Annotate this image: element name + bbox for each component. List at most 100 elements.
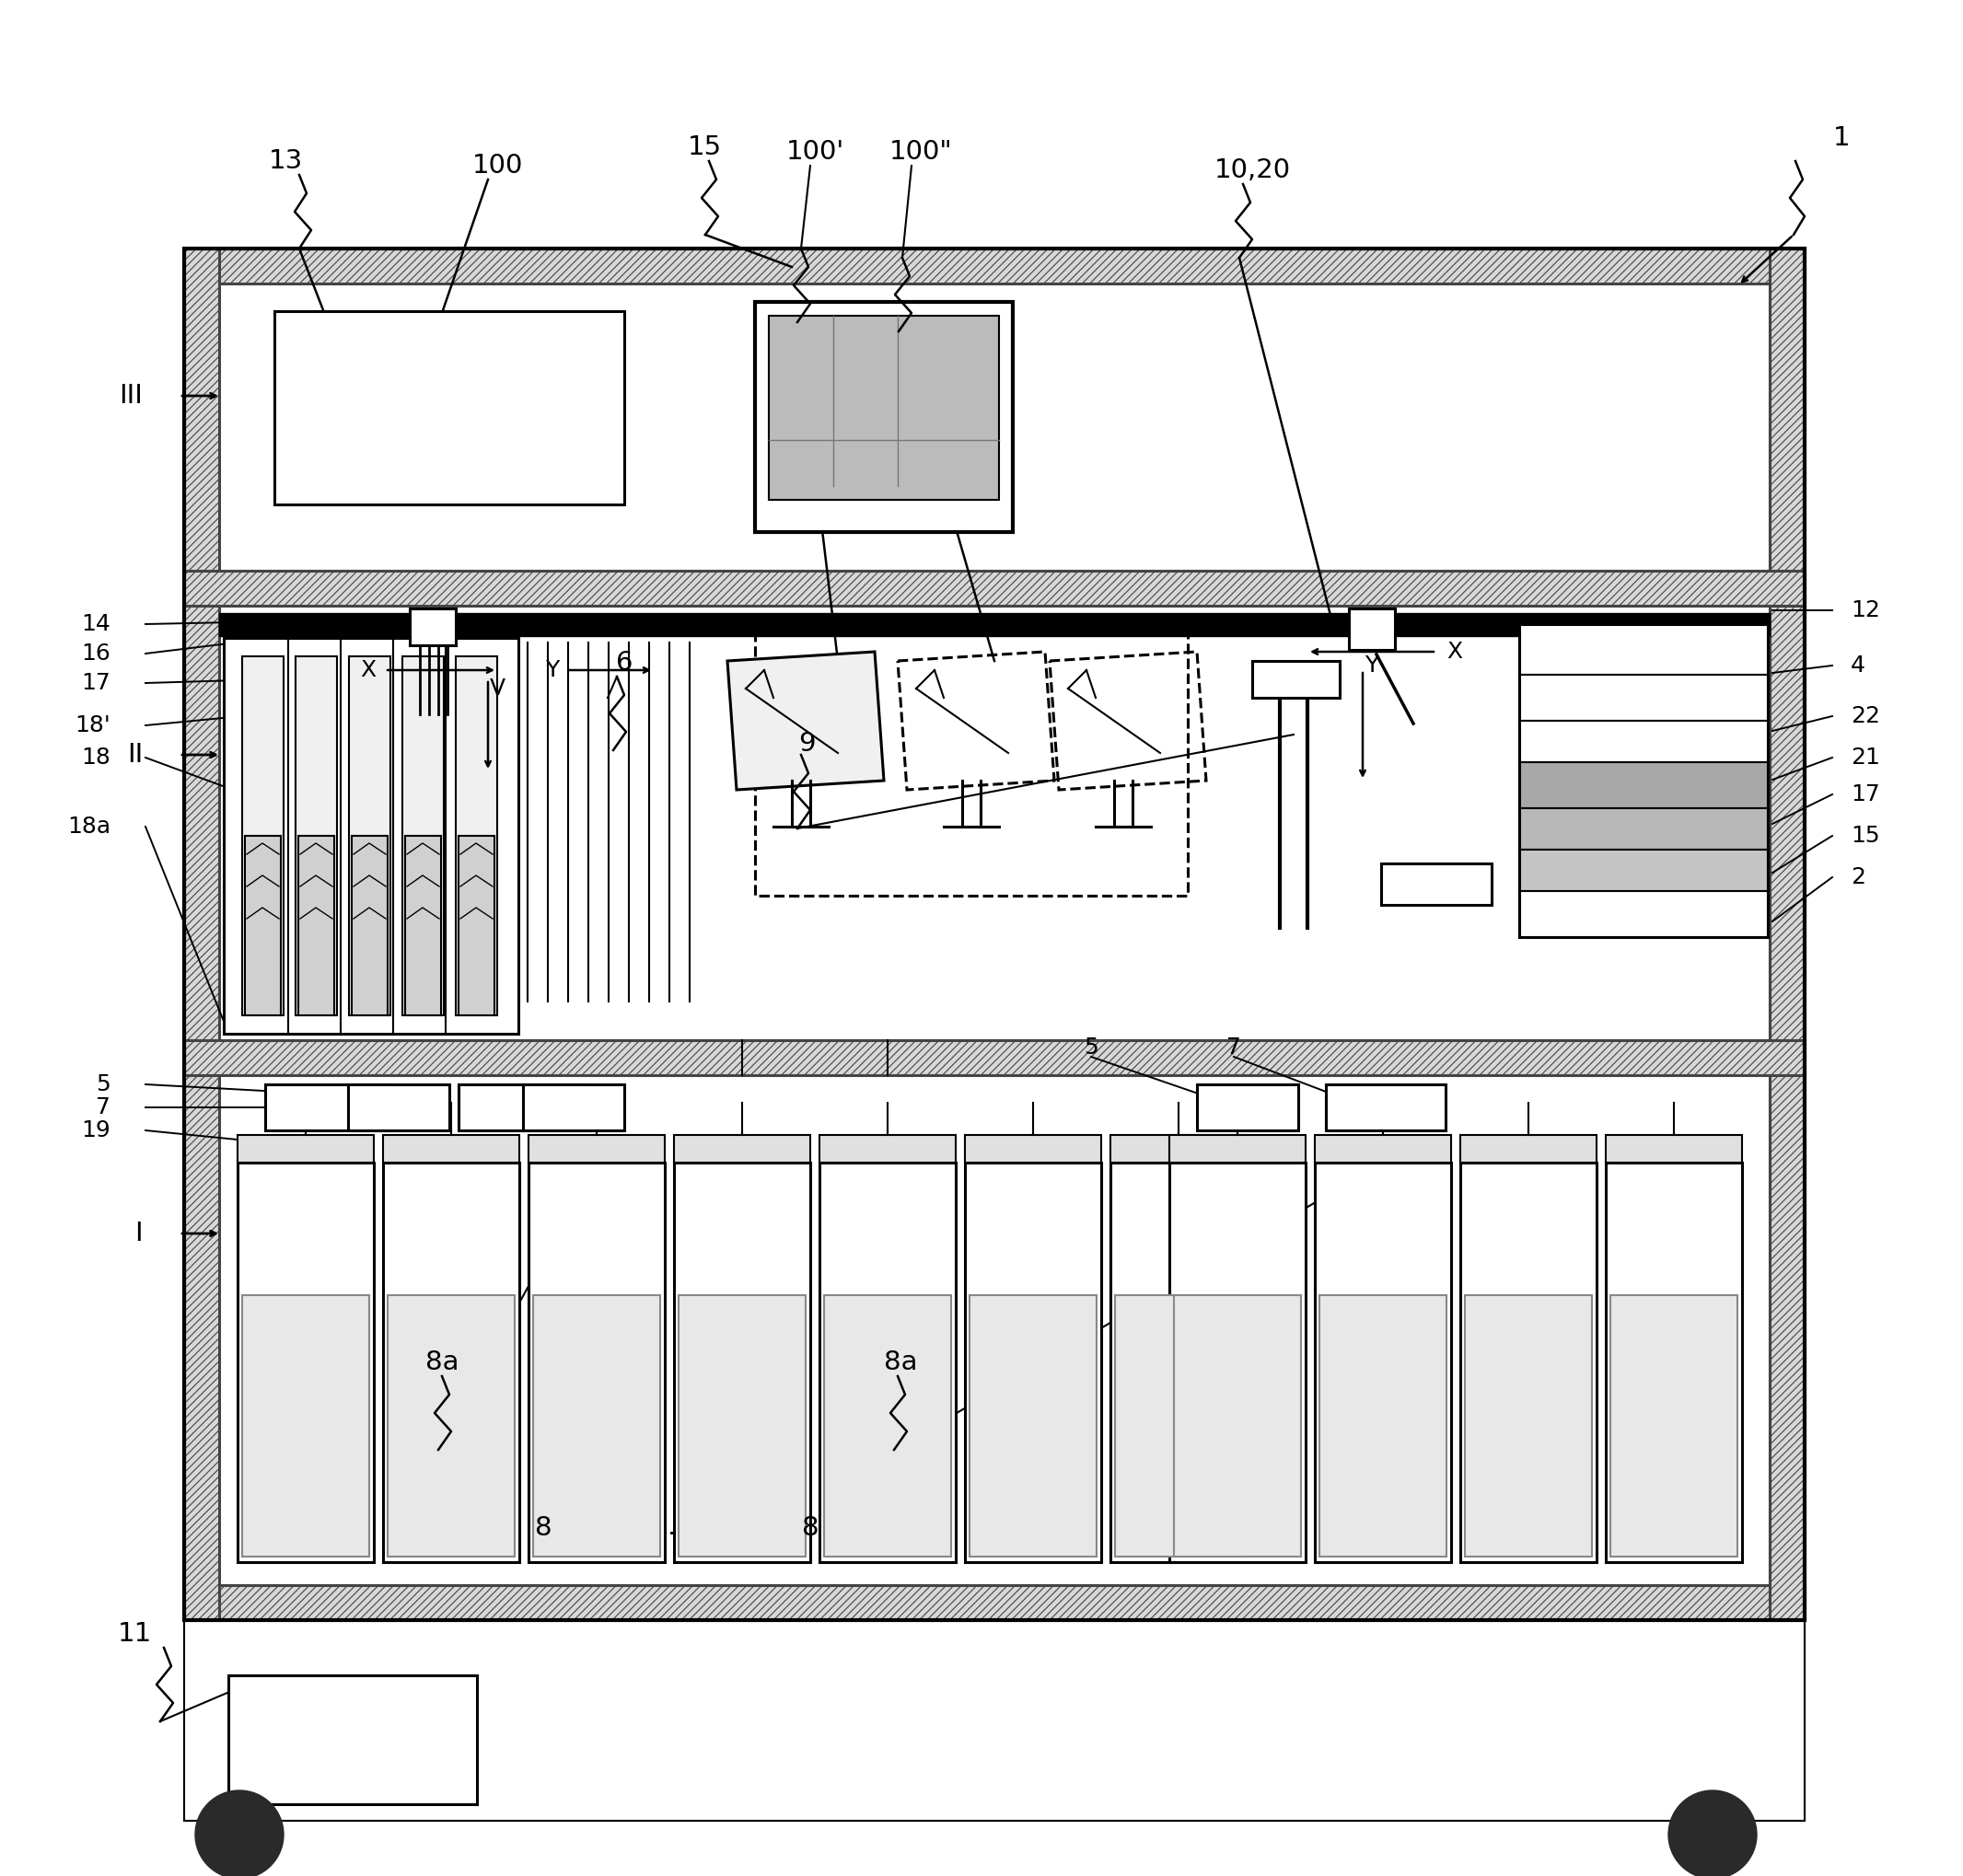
Bar (1519, 891, 1769, 938)
Bar (966, 1135, 1101, 1163)
Bar (824, 1294, 952, 1557)
Bar (756, 302, 1013, 533)
Text: 18: 18 (80, 747, 110, 769)
Bar (349, 657, 391, 1015)
Text: I: I (135, 1221, 143, 1246)
Bar (383, 1135, 520, 1163)
Bar (1170, 1163, 1305, 1563)
Text: 100': 100' (785, 139, 844, 165)
Text: V: V (489, 677, 504, 700)
Bar (1519, 625, 1769, 675)
Bar (347, 1084, 450, 1131)
Bar (1111, 1135, 1247, 1163)
Text: X: X (1447, 642, 1462, 662)
Bar (1460, 1163, 1596, 1563)
Bar (1315, 1135, 1451, 1163)
Bar (1349, 608, 1396, 649)
Bar (459, 837, 495, 1015)
Bar (966, 1163, 1101, 1563)
Text: 21: 21 (1851, 747, 1881, 769)
Bar (185, 1039, 1804, 1075)
Bar (756, 628, 1188, 895)
Circle shape (194, 1790, 283, 1876)
Bar (1464, 1294, 1592, 1557)
Text: 1: 1 (1833, 126, 1849, 150)
Bar (970, 1294, 1097, 1557)
Bar (410, 608, 455, 645)
Bar (1519, 762, 1769, 809)
Bar (185, 248, 220, 1621)
Text: 7: 7 (96, 1096, 110, 1118)
Text: 5: 5 (96, 1073, 110, 1096)
Bar (220, 283, 1771, 570)
Bar (673, 1135, 811, 1163)
Bar (1111, 1163, 1247, 1563)
Bar (1382, 863, 1492, 904)
Text: 100": 100" (889, 139, 952, 165)
Bar (1606, 1163, 1741, 1563)
Bar (383, 1163, 520, 1563)
Text: 12: 12 (1851, 598, 1881, 621)
Bar (245, 837, 281, 1015)
Bar (1460, 1135, 1596, 1163)
Text: 17: 17 (1851, 784, 1881, 805)
Bar (673, 1163, 811, 1563)
Bar (1170, 1135, 1305, 1163)
Bar (819, 1163, 956, 1563)
Text: 18a: 18a (67, 816, 110, 839)
Bar (387, 1294, 514, 1557)
Bar (185, 1621, 1804, 1822)
Text: 18': 18' (75, 715, 110, 737)
Bar (241, 1294, 369, 1557)
Text: 15: 15 (687, 135, 722, 159)
Bar (1174, 1294, 1301, 1557)
Bar (220, 1075, 1771, 1585)
Bar (1519, 625, 1769, 938)
Bar (185, 570, 1804, 606)
Bar (296, 657, 338, 1015)
Bar (769, 315, 999, 499)
Bar (1319, 1294, 1447, 1557)
Text: 10,20: 10,20 (1213, 158, 1290, 184)
Bar (819, 1135, 956, 1163)
Bar (228, 1675, 477, 1805)
Text: 13: 13 (269, 148, 302, 174)
Bar (238, 1135, 373, 1163)
Bar (1610, 1294, 1737, 1557)
Polygon shape (728, 651, 883, 790)
Text: 17: 17 (80, 672, 110, 694)
Bar (185, 1585, 1804, 1621)
Text: 6: 6 (616, 649, 632, 675)
Bar (298, 837, 334, 1015)
Bar (241, 657, 283, 1015)
Bar (238, 1163, 373, 1563)
Bar (220, 606, 1771, 1039)
Bar (1519, 850, 1769, 891)
Bar (1115, 1294, 1243, 1557)
Text: 14: 14 (80, 613, 110, 636)
Bar (455, 657, 497, 1015)
Bar (1197, 1084, 1298, 1131)
Text: 19: 19 (80, 1120, 110, 1141)
Bar (265, 1084, 395, 1131)
Bar (534, 1294, 660, 1557)
Bar (1606, 1135, 1741, 1163)
Text: 8a: 8a (883, 1349, 917, 1375)
Bar (275, 311, 624, 505)
Bar (1519, 809, 1769, 850)
Text: 22: 22 (1851, 705, 1881, 728)
Text: 7: 7 (1227, 1037, 1241, 1058)
Bar (1771, 248, 1804, 1621)
Bar (528, 1163, 665, 1563)
Text: 8: 8 (801, 1516, 819, 1540)
Bar (220, 613, 1771, 636)
Text: Y: Y (1364, 655, 1378, 677)
Text: 11: 11 (118, 1621, 151, 1647)
Text: 2: 2 (1851, 867, 1865, 889)
Bar (1519, 675, 1769, 720)
Bar (185, 248, 1804, 1621)
Bar (404, 837, 442, 1015)
Bar (1315, 1163, 1451, 1563)
Bar (679, 1294, 805, 1557)
Text: III: III (120, 383, 143, 409)
